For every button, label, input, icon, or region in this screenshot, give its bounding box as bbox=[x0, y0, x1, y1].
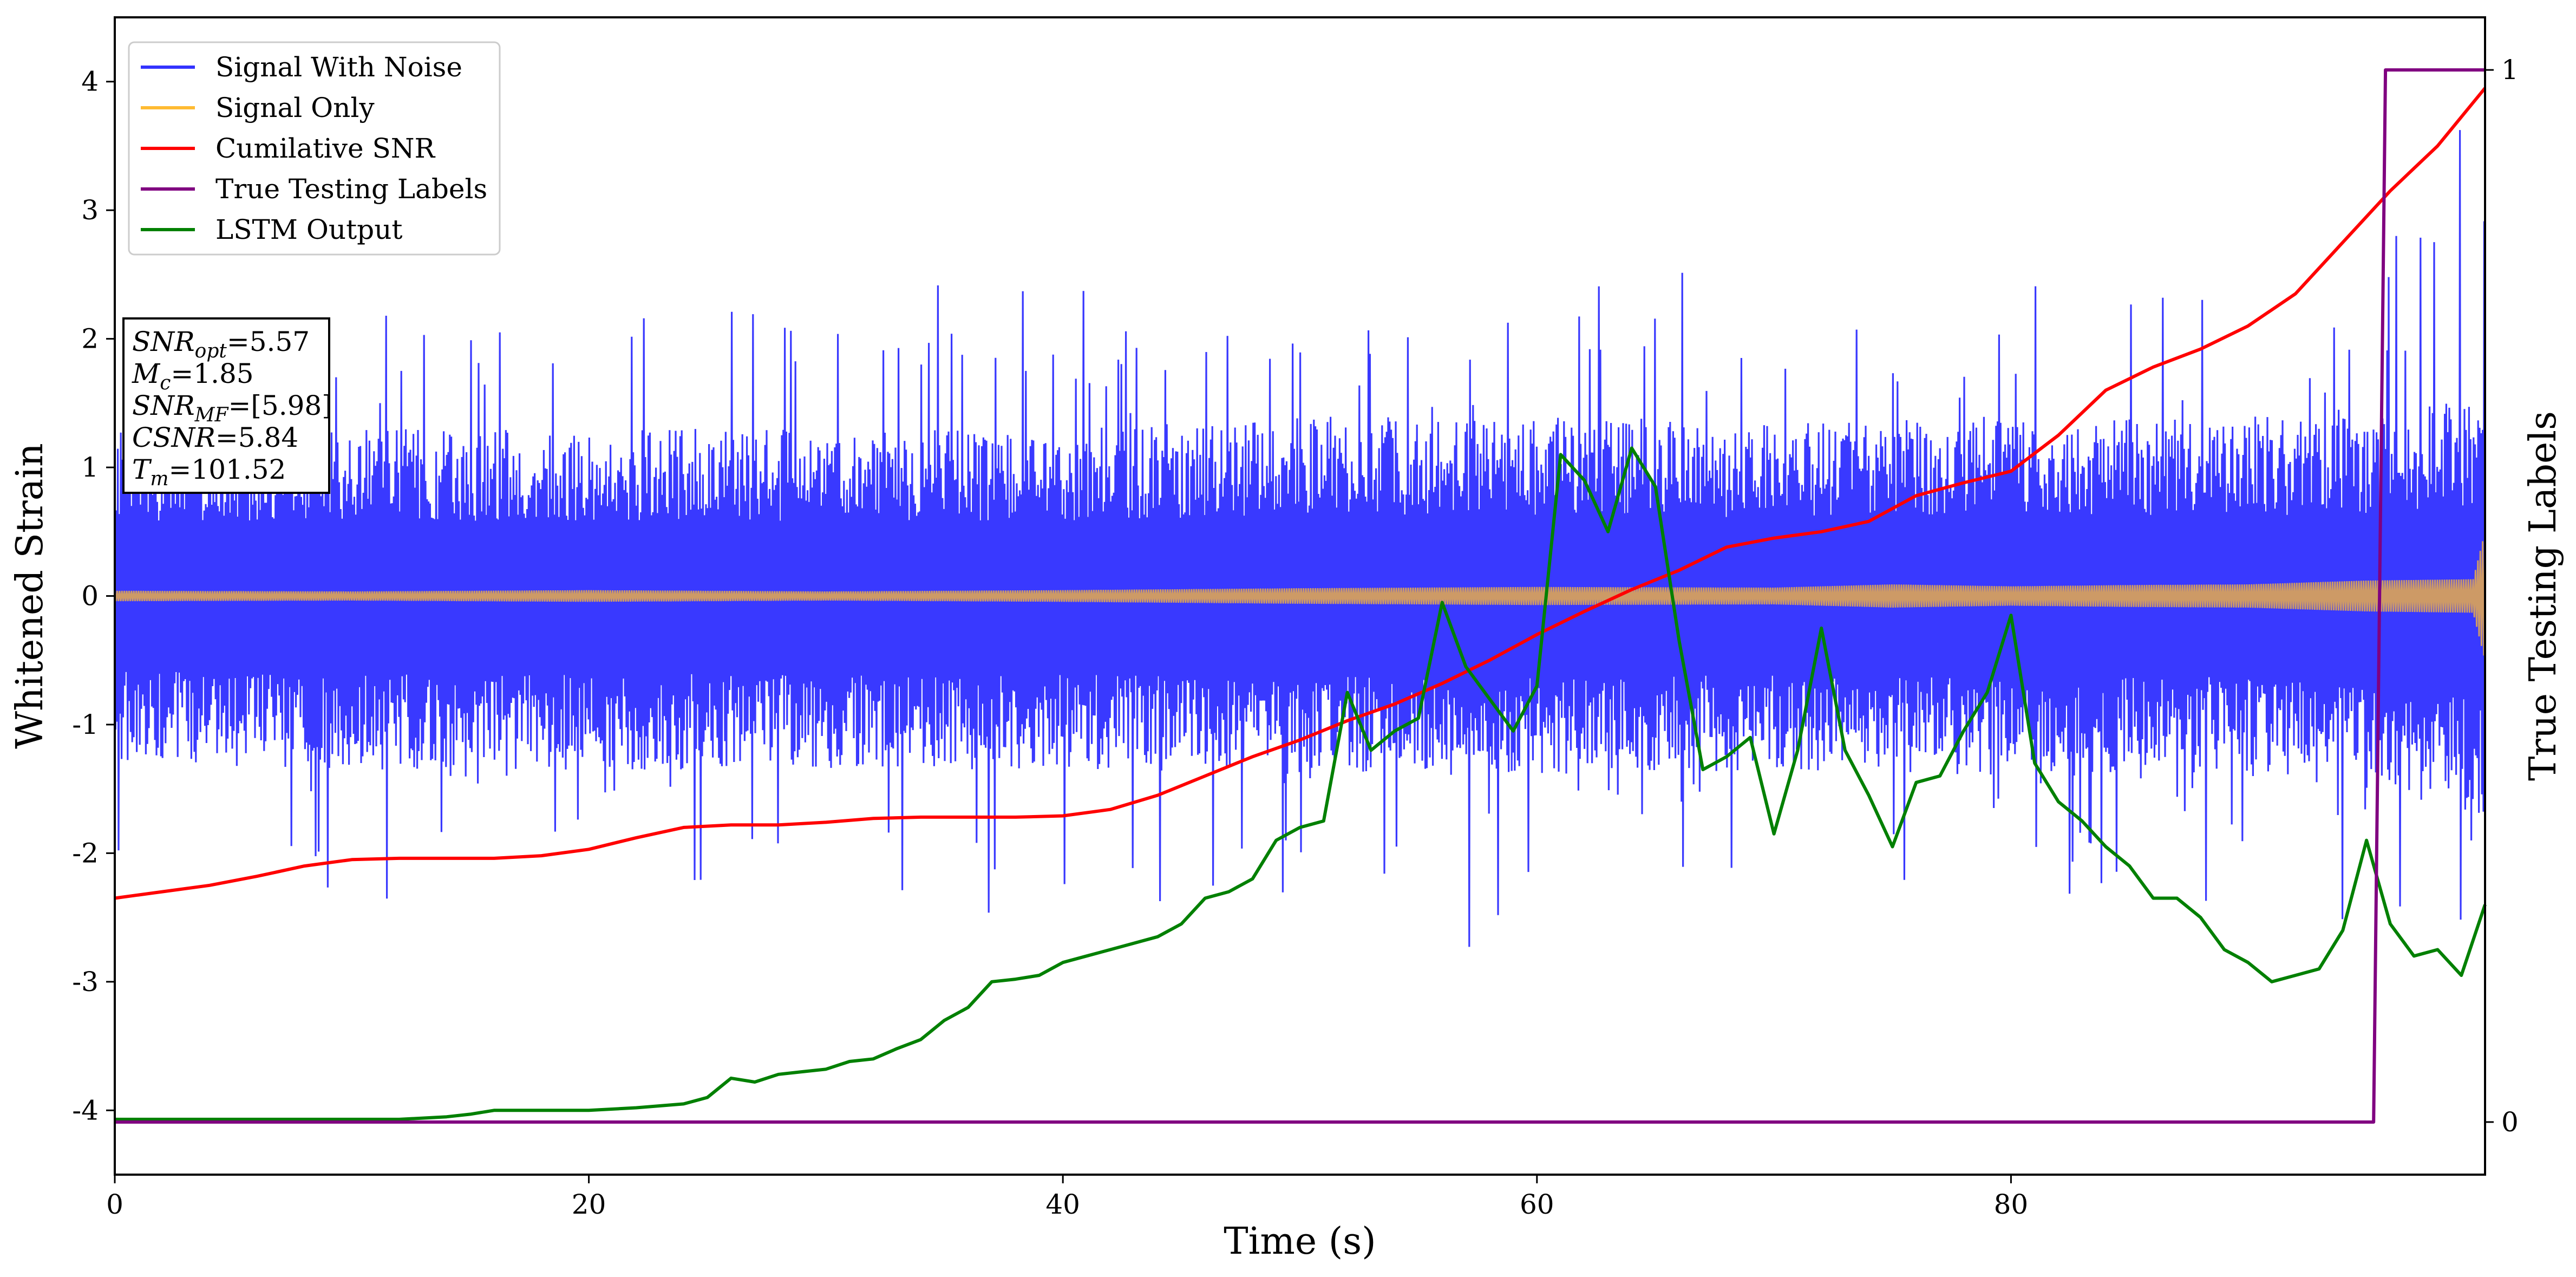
y-axis-label: Whitened Strain bbox=[9, 443, 51, 749]
legend-label: Cumilative SNR bbox=[215, 133, 435, 164]
x-tick-label: 60 bbox=[1520, 1189, 1554, 1220]
info-name: SNR bbox=[132, 326, 195, 357]
info-box: SNRopt=5.57Mc=1.85SNRMF=[5.98]CSNR=5.84T… bbox=[122, 317, 332, 494]
info-value: =[5.98] bbox=[228, 390, 332, 421]
x-tick-label: 20 bbox=[572, 1189, 606, 1220]
info-line: CSNR=5.84 bbox=[132, 422, 298, 453]
info-line: SNRopt=5.57 bbox=[132, 326, 310, 362]
info-sub: c bbox=[160, 372, 171, 394]
info-sub: MF bbox=[194, 404, 230, 426]
info-value: =1.85 bbox=[171, 358, 253, 389]
y-right-axis-label: True Testing Labels bbox=[2522, 411, 2565, 781]
info-name: T bbox=[132, 454, 152, 485]
legend-label: LSTM Output bbox=[215, 214, 402, 245]
y-tick-label: 3 bbox=[81, 194, 99, 226]
legend-label: Signal With Noise bbox=[215, 51, 462, 83]
info-line: Tm=101.52 bbox=[132, 454, 286, 490]
y-tick-label: 1 bbox=[81, 452, 99, 483]
x-tick-label: 0 bbox=[106, 1189, 123, 1220]
info-sub: opt bbox=[195, 340, 227, 362]
y-tick-label: -1 bbox=[72, 709, 99, 740]
series-cumilative-snr bbox=[114, 87, 2487, 900]
info-value: =5.57 bbox=[227, 326, 310, 357]
legend-label: True Testing Labels bbox=[215, 173, 487, 205]
legend-frame bbox=[128, 41, 501, 256]
y-right-tick-label: 1 bbox=[2501, 54, 2519, 86]
info-name: M bbox=[132, 358, 161, 389]
y-right-tick-label: 0 bbox=[2501, 1106, 2519, 1138]
x-tick-label: 40 bbox=[1045, 1189, 1080, 1220]
info-line: SNRMF=[5.98] bbox=[132, 390, 332, 426]
info-box-frame bbox=[122, 317, 330, 494]
y-tick-label: 2 bbox=[81, 323, 99, 355]
series-signal-with-noise bbox=[114, 130, 2486, 947]
info-line: Mc=1.85 bbox=[132, 358, 254, 394]
series-signal-only bbox=[114, 531, 2486, 656]
info-name: CSNR bbox=[132, 422, 215, 453]
y-tick-label: 0 bbox=[81, 581, 99, 612]
info-sub: m bbox=[150, 468, 168, 490]
y-tick-label: 4 bbox=[81, 66, 99, 97]
series-true-testing-labels bbox=[115, 68, 2485, 1124]
info-name: SNR bbox=[132, 390, 195, 421]
info-value: =5.84 bbox=[215, 422, 298, 453]
y-tick-label: -4 bbox=[72, 1094, 99, 1126]
legend: Signal With Noise Signal Only Cumilative S… bbox=[128, 41, 501, 256]
x-tick-label: 80 bbox=[1994, 1189, 2029, 1220]
series-lstm-output bbox=[115, 446, 2487, 1121]
info-value: =101.52 bbox=[169, 454, 286, 485]
x-axis-label: Time (s) bbox=[1224, 1220, 1376, 1263]
y-tick-label: -2 bbox=[72, 837, 99, 869]
y-tick-label: -3 bbox=[72, 966, 99, 998]
legend-label: Signal Only bbox=[215, 92, 375, 123]
